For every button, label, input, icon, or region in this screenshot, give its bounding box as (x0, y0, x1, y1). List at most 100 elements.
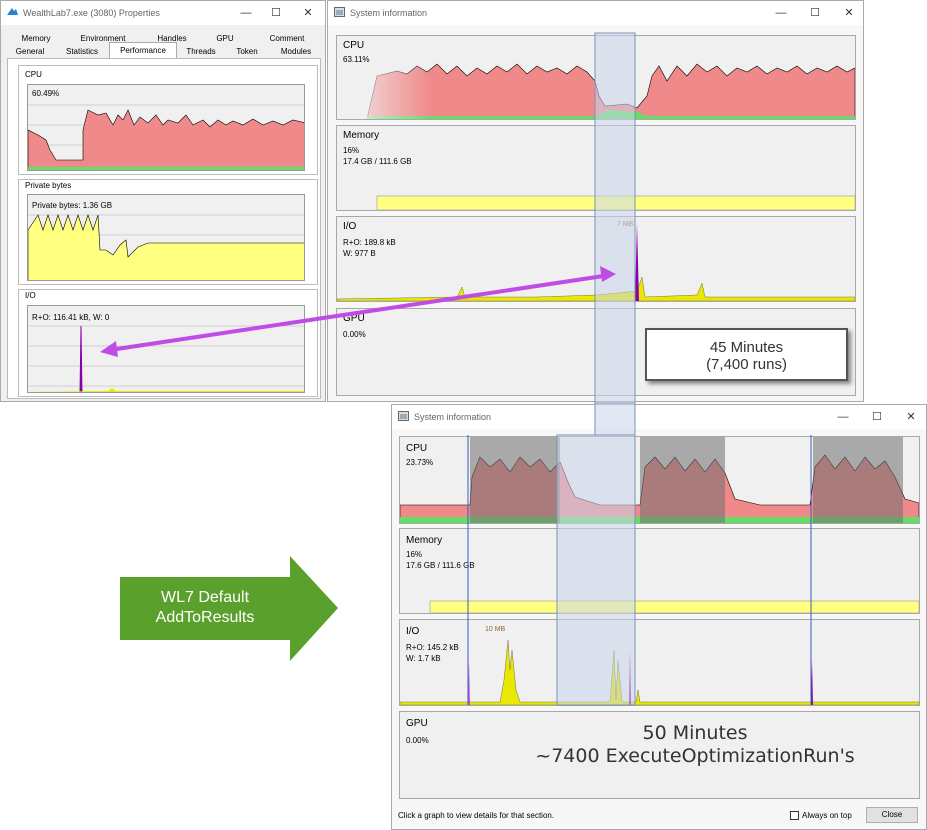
private-bytes-value: Private bytes: 1.36 GB (32, 201, 113, 210)
sysinfo-bottom-io-peak: 10 MB (485, 626, 506, 633)
sysinfo-app-icon (334, 7, 345, 17)
tab-token[interactable]: Token (236, 47, 258, 56)
grey-overlay-1 (470, 437, 560, 523)
sysinfo-top-memory-panel[interactable]: Memory 16% 17.4 GB / 111.6 GB (336, 125, 856, 211)
process-cpu-value: 60.49% (32, 89, 60, 98)
top-callout-line2: (7,400 runs) (706, 356, 787, 373)
sysinfo-bottom-gpu-panel[interactable]: GPU 0.00% (399, 711, 920, 799)
sysinfo-top-io-panel[interactable]: I/O R+O: 189.8 kB W: 977 B 7 MB (336, 216, 856, 302)
sysinfo-top-io-label: I/O (343, 221, 357, 232)
sysinfo-top-cpu-value: 63.11% (343, 55, 370, 64)
sysinfo-bottom-memory-panel[interactable]: Memory 16% 17.6 GB / 111.6 GB (399, 528, 920, 614)
maximize-icon[interactable]: ☐ (810, 7, 820, 19)
sysinfo-top-memory-bar (376, 195, 855, 210)
sysinfo-top-memory-percent: 16% (343, 146, 360, 155)
sysinfo-top-memory-chart (376, 195, 855, 210)
maximize-icon[interactable]: ☐ (271, 7, 281, 19)
sysinfo-top-io-peak: 7 MB (617, 221, 634, 228)
process-cpu-area (28, 109, 304, 170)
sysinfo-top-gpu-value: 0.00% (343, 330, 366, 339)
sysinfo-top-io-line2: W: 977 B (343, 249, 376, 258)
sysinfo-top-cpu-panel[interactable]: CPU 63.11% (336, 35, 856, 120)
tab-environment[interactable]: Environment (80, 34, 126, 43)
tab-performance[interactable]: Performance (109, 42, 177, 58)
cpu-section: CPU 60.49% (18, 65, 318, 175)
sysinfo-bottom-memory-chart (429, 600, 919, 613)
sysinfo-app-icon (398, 411, 409, 421)
tab-handles[interactable]: Handles (157, 34, 187, 43)
bottom-duration-line1: 50 Minutes (642, 722, 748, 744)
sysinfo-top-io-chart (337, 223, 855, 301)
close-button[interactable]: Close (866, 807, 918, 823)
properties-window-title: WealthLab7.exe (3080) Properties (23, 8, 160, 18)
sysinfo-bottom-memory-bar (429, 600, 919, 613)
process-io-section: I/O R+O: 116.41 kB, W: 0 (18, 289, 318, 397)
process-io-value: R+O: 116.41 kB, W: 0 (32, 313, 110, 322)
sysinfo-bottom-memory-percent: 16% (406, 550, 423, 559)
tab-general[interactable]: General (15, 47, 45, 56)
sysinfo-bottom-cpu-value: 23.73% (406, 458, 434, 467)
minimize-icon[interactable]: — (240, 7, 252, 19)
sysinfo-top-cpu-label: CPU (343, 40, 365, 51)
private-bytes-area (28, 214, 304, 280)
always-on-top-label: Always on top (802, 811, 852, 820)
tab-comment[interactable]: Comment (269, 34, 305, 43)
tab-threads[interactable]: Threads (186, 47, 216, 56)
sysinfo-bottom-memory-label: Memory (406, 535, 443, 546)
sysinfo-top-titlebar: System information — ☐ ✕ (328, 1, 863, 25)
sysinfo-top-title: System information (350, 8, 428, 18)
close-icon[interactable]: ✕ (844, 7, 854, 19)
sysinfo-bottom-gpu-label: GPU (406, 718, 428, 729)
process-io-label: I/O (25, 291, 36, 300)
sysinfo-bottom-window: System information — ☐ ✕ CPU 23.73% Memo… (391, 404, 927, 830)
properties-window: WealthLab7.exe (3080) Properties — ☐ ✕ M… (0, 0, 326, 402)
sysinfo-top-io-baseline (337, 276, 855, 301)
top-callout-line1: 45 Minutes (709, 339, 784, 356)
sysinfo-top-cpu-chart (337, 36, 855, 119)
close-icon[interactable]: ✕ (906, 411, 916, 423)
private-bytes-graph[interactable]: Private bytes: 1.36 GB (27, 194, 305, 281)
sysinfo-bottom-io-line1: R+O: 145.2 kB (406, 643, 459, 652)
close-icon[interactable]: ✕ (303, 7, 313, 19)
sysinfo-bottom-io-spike-1 (468, 660, 470, 705)
sysinfo-bottom-titlebar: System information — ☐ ✕ (392, 405, 926, 429)
cpu-section-label: CPU (25, 70, 42, 79)
sysinfo-top-gpu-label: GPU (343, 313, 365, 324)
sysinfo-bottom-io-panel[interactable]: I/O R+O: 145.2 kB W: 1.7 kB 10 MB (399, 619, 920, 706)
process-io-baseline (28, 388, 304, 392)
sysinfo-top-io-line1: R+O: 189.8 kB (343, 238, 396, 247)
process-io-graph[interactable]: R+O: 116.41 kB, W: 0 (27, 305, 305, 393)
always-on-top-checkbox[interactable] (790, 811, 799, 820)
process-cpu-kernel-area (28, 167, 304, 170)
green-arrow-line1: WL7 Default (160, 589, 250, 606)
bottom-duration-line2: ~7400 ExecuteOptimizationRun's (535, 745, 855, 767)
top-duration-callout: 45 Minutes (7,400 runs) (645, 328, 848, 381)
sysinfo-bottom-io-label: I/O (406, 626, 420, 637)
sysinfo-top-memory-label: Memory (343, 130, 380, 141)
tab-gpu[interactable]: GPU (216, 34, 234, 43)
sysinfo-bottom-cpu-label: CPU (406, 443, 428, 454)
private-bytes-label: Private bytes (25, 181, 72, 190)
sysinfo-bottom-cpu-panel[interactable]: CPU 23.73% (399, 436, 920, 524)
process-app-icon (7, 8, 18, 15)
process-cpu-graph[interactable]: 60.49% (27, 84, 305, 171)
sysinfo-top-io-spike (635, 223, 639, 301)
sysinfo-bottom-io-spike-3 (811, 660, 813, 705)
performance-page: CPU 60.49% Private bytes (7, 58, 321, 399)
sysinfo-bottom-title: System information (414, 412, 492, 422)
minimize-icon[interactable]: — (775, 7, 787, 19)
minimize-icon[interactable]: — (837, 411, 849, 423)
grey-overlay-2 (640, 437, 725, 523)
sysinfo-top-memory-usage: 17.4 GB / 111.6 GB (343, 157, 412, 166)
sysinfo-bottom-cpu-chart (400, 437, 919, 523)
sysinfo-bottom-gpu-value: 0.00% (406, 736, 429, 745)
status-hint: Click a graph to view details for that s… (398, 811, 555, 820)
process-io-spike (79, 325, 83, 392)
process-cpu-chart (28, 104, 304, 170)
tab-statistics[interactable]: Statistics (65, 47, 98, 56)
tab-modules[interactable]: Modules (280, 47, 312, 56)
maximize-icon[interactable]: ☐ (872, 411, 882, 423)
tab-memory[interactable]: Memory (21, 34, 51, 43)
grey-overlay-3 (813, 437, 903, 523)
sysinfo-bottom-io-chart (400, 639, 919, 705)
